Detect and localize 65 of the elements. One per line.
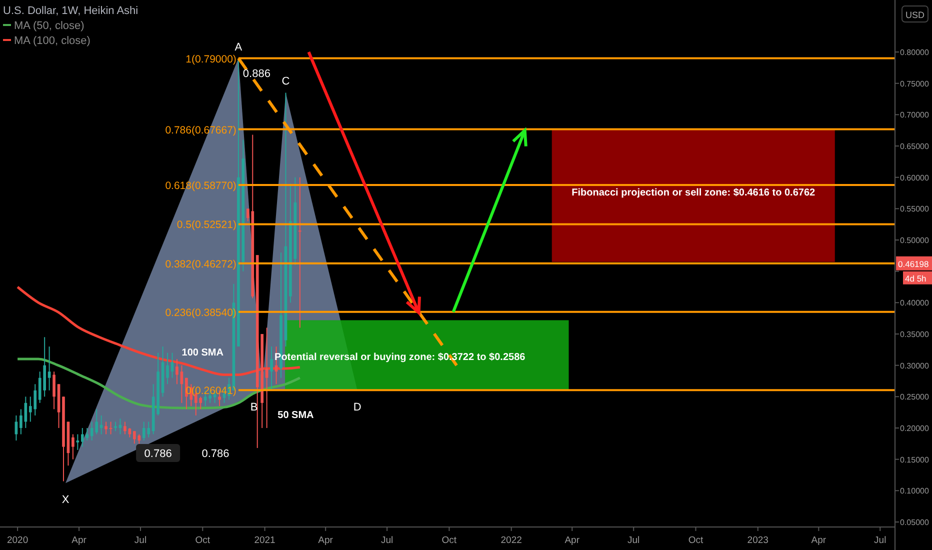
candlestick (104, 421, 108, 435)
candlestick (48, 346, 51, 391)
x-tick-label: 2023 (747, 535, 768, 546)
annotation: C (282, 76, 290, 88)
x-tick-label: Jul (380, 535, 394, 546)
candlestick (176, 358, 178, 385)
y-tick-label: 0.30000 (900, 361, 930, 370)
y-tick-label: 0.60000 (900, 173, 930, 182)
x-tick-label: Apr (811, 535, 826, 546)
annotation: 0.786 (202, 448, 230, 460)
annotation: X (62, 494, 70, 506)
annotation: 0.786 (144, 448, 172, 460)
ref-line-label: 0.382(0.46272) (165, 258, 236, 270)
x-tick-label: Oct (688, 535, 704, 546)
y-tick-label: 0.20000 (900, 424, 930, 433)
y-tick-label: 0.50000 (900, 236, 930, 245)
legend-label: MA (50, close) (14, 20, 84, 32)
x-tick-label: 2022 (500, 535, 522, 546)
candlestick (124, 421, 126, 435)
text: 4d 5h (905, 273, 927, 284)
annotation: D (353, 401, 362, 414)
annotation: A (234, 41, 243, 54)
x-tick-label: Jul (628, 535, 640, 546)
ref-line-label: 0.786(0.67667) (165, 124, 236, 136)
x-tick-label: 2020 (6, 535, 28, 546)
candlestick (109, 421, 112, 435)
y-tick-label: 0.70000 (900, 110, 930, 120)
x-tick-label: 2021 (254, 535, 276, 546)
candlestick (52, 371, 56, 410)
x-tick-label: Apr (318, 535, 333, 546)
y-tick-label: 0.55000 (900, 204, 930, 214)
y-tick-label: 0.10000 (900, 486, 930, 496)
annotation: Fibonacci projection or sell zone: $0.4616 to 0.6762 (572, 188, 816, 199)
y-tick-label: 0.40000 (900, 298, 930, 308)
candlestick (14, 414, 18, 442)
ref-line-label: 0.236(0.38540) (165, 306, 236, 319)
annotation: 0.886 (242, 68, 270, 80)
text: U.S. Dollar, 1W, Heikin Ashi (3, 5, 138, 17)
y-tick-label: 0.80000 (900, 48, 930, 58)
x-tick-label: Oct (442, 535, 457, 546)
x-tick-label: Jul (874, 535, 886, 546)
candlestick (270, 346, 273, 391)
legend-label: MA (100, close) (14, 35, 90, 47)
y-tick-label: 0.35000 (900, 330, 930, 339)
ref-line-label: 1(0.79000) (186, 53, 236, 66)
x-tick-label: Oct (195, 535, 210, 546)
ref-line-label: 0.5(0.52521) (176, 219, 236, 232)
candlestick (298, 176, 302, 328)
candlestick (128, 427, 132, 438)
annotation: 50 SMA (278, 410, 314, 422)
y-tick-label: 0.65000 (900, 142, 930, 152)
y-tick-label: 0.15000 (900, 455, 930, 464)
candlestick (166, 352, 169, 385)
annotation: 100 SMA (182, 348, 224, 359)
y-tick-label: 0.75000 (900, 79, 930, 88)
x-tick-label: Apr (72, 535, 86, 546)
x-tick-label: Apr (564, 535, 580, 546)
candlestick (76, 434, 80, 450)
text: 0.46198 (898, 258, 929, 269)
y-tick-label: 0.25000 (900, 392, 930, 402)
text: USD (905, 10, 925, 20)
candlestick (72, 434, 74, 460)
candlestick (114, 421, 117, 432)
x-tick-label: Jul (134, 535, 147, 546)
y-tick-label: 0.05000 (900, 518, 930, 527)
